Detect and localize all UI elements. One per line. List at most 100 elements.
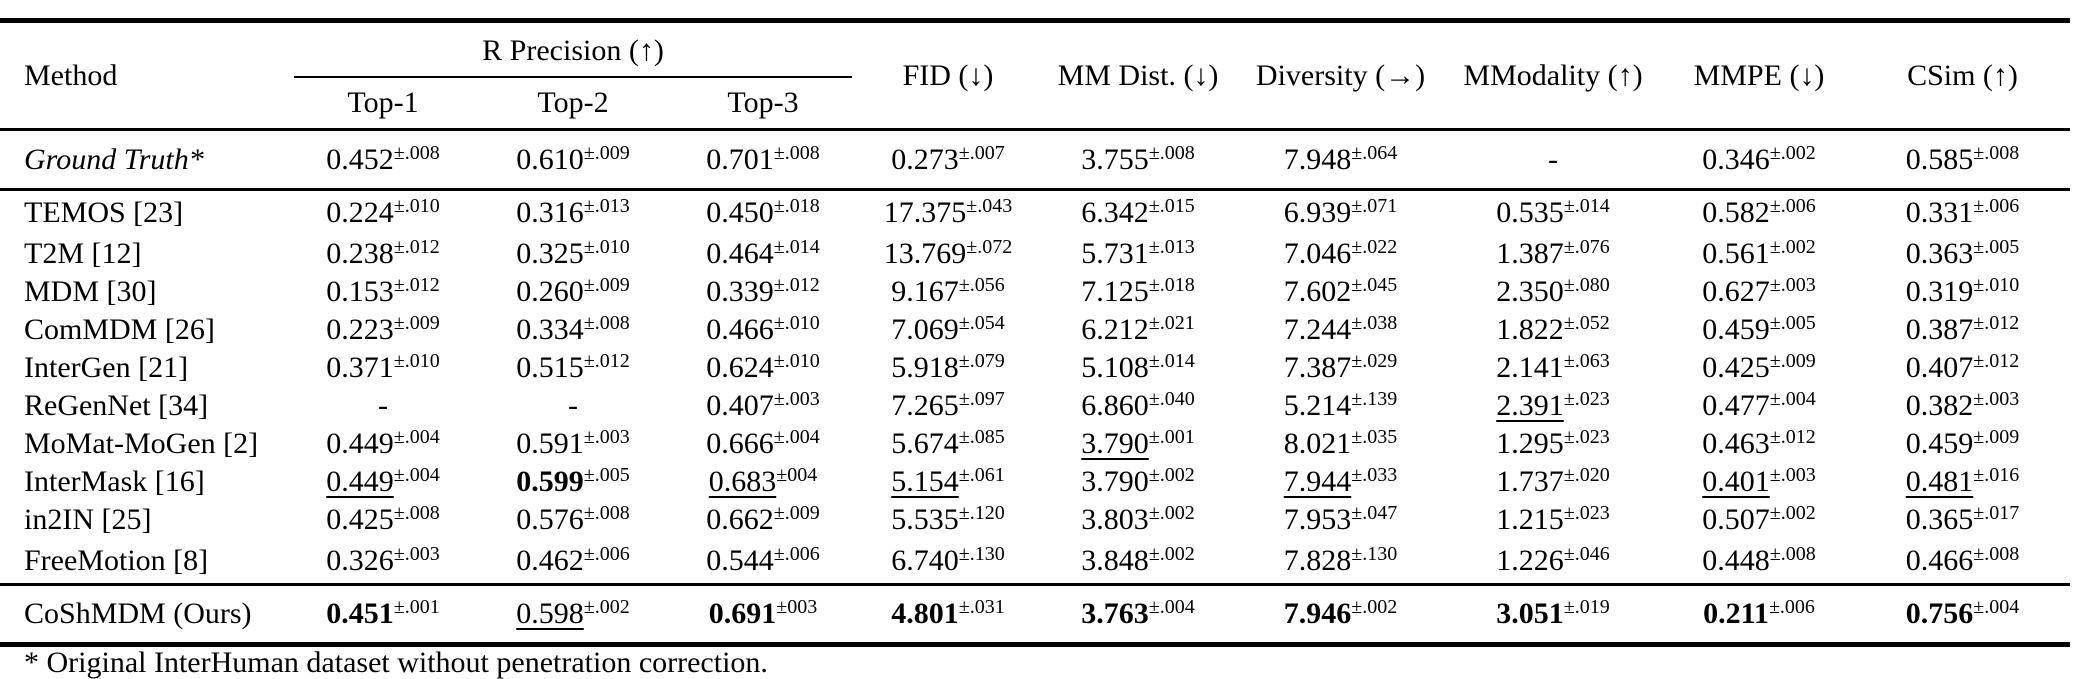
std-deviation: ±.002 — [1148, 543, 1195, 565]
metric-value: 0.211 — [1703, 597, 1769, 630]
std-deviation: ±.130 — [1351, 543, 1398, 565]
value-cell: 0.387±.012 — [1855, 311, 2070, 349]
value-cell: 5.674±.085 — [858, 425, 1038, 463]
header-row-2: Top-1 Top-2 Top-3 — [0, 78, 2070, 130]
value-cell: - — [1443, 128, 1663, 190]
metric-value: 5.214 — [1283, 389, 1352, 422]
value-cell: 0.365±.017 — [1855, 501, 2070, 539]
metric-value: 0.466 — [1905, 544, 1974, 577]
header-mmodality: MModality (↑) — [1443, 18, 1663, 130]
std-deviation: ±.006 — [1769, 195, 1816, 217]
value-cell: 7.602±.045 — [1238, 273, 1443, 311]
std-deviation: ±.012 — [583, 350, 630, 372]
metric-value: 0.582 — [1702, 196, 1770, 229]
std-deviation: ±.012 — [393, 236, 440, 258]
std-deviation: ±.023 — [1563, 388, 1610, 410]
metric-value: 3.803 — [1081, 503, 1149, 536]
std-deviation: ±.002 — [1769, 236, 1816, 258]
method-name: InterMask [16] — [24, 465, 205, 498]
metric-value: 0.339 — [706, 275, 774, 308]
method-name: FreeMotion [8] — [24, 544, 209, 577]
std-deviation: ±.061 — [958, 464, 1005, 486]
value-cell: - — [478, 387, 668, 425]
metric-value: 0.382 — [1905, 389, 1974, 422]
value-cell: 3.763±.004 — [1038, 583, 1238, 647]
std-deviation: ±.007 — [958, 141, 1005, 164]
table-row: in2IN [25] 0.425±.008 0.576±.008 0.662±.009… — [0, 501, 2070, 539]
std-deviation: ±.047 — [1351, 502, 1398, 524]
method-cell: T2M [12] — [0, 235, 288, 273]
metric-value: 7.602 — [1283, 275, 1352, 308]
header-method: Method — [0, 18, 288, 130]
std-deviation: ±.008 — [1148, 141, 1195, 164]
std-deviation: ±.003 — [1769, 464, 1816, 486]
metric-value: 5.918 — [891, 351, 959, 384]
metric-value: 0.363 — [1905, 237, 1974, 270]
method-name: CoShMDM (Ours) — [24, 597, 252, 630]
method-name: ReGenNet [34] — [24, 389, 209, 422]
method-cell: CoShMDM (Ours) — [0, 583, 288, 647]
metric-value: 1.215 — [1496, 503, 1564, 536]
metric-value: 7.244 — [1283, 313, 1352, 346]
metric-value: 5.154 — [891, 465, 959, 498]
std-deviation: ±.008 — [1769, 543, 1816, 565]
std-deviation: ±.002 — [1148, 502, 1195, 524]
std-deviation: ±.021 — [1148, 312, 1195, 334]
metric-value: 3.848 — [1081, 544, 1149, 577]
value-cell: 7.387±.029 — [1238, 349, 1443, 387]
metric-value: 6.342 — [1081, 196, 1149, 229]
table-row: Ground Truth* 0.452±.008 0.610±.009 0.701±.… — [0, 128, 2070, 190]
method-name: in2IN [25] — [24, 503, 152, 536]
std-deviation: ±.033 — [1351, 464, 1398, 486]
value-cell: 2.391±.023 — [1443, 387, 1663, 425]
value-cell: 2.350±.080 — [1443, 273, 1663, 311]
value-cell: 0.316±.013 — [478, 188, 668, 235]
value-cell: 7.953±.047 — [1238, 501, 1443, 539]
value-cell: 7.046±.022 — [1238, 235, 1443, 273]
value-cell: 4.801±.031 — [858, 583, 1038, 647]
metric-value: 0.464 — [706, 237, 774, 270]
value-cell: 0.371±.010 — [288, 349, 478, 387]
std-deviation: ±.029 — [1351, 350, 1398, 372]
value-cell: 0.691±003 — [668, 583, 858, 647]
metric-value: 7.387 — [1283, 351, 1352, 384]
metric-value: 3.790 — [1081, 427, 1149, 460]
metric-value: 0.481 — [1905, 465, 1974, 498]
table-row: MoMat-MoGen [2] 0.449±.004 0.591±.003 0.666… — [0, 425, 2070, 463]
metric-value: 6.860 — [1081, 389, 1149, 422]
value-cell: 5.731±.013 — [1038, 235, 1238, 273]
header-mmpe: MMPE (↓) — [1663, 18, 1855, 130]
std-deviation: ±.120 — [958, 502, 1005, 524]
value-cell: 0.598±.002 — [478, 583, 668, 647]
std-deviation: ±.010 — [773, 312, 820, 334]
metric-value: 0.463 — [1702, 427, 1770, 460]
std-deviation: ±.010 — [393, 195, 440, 217]
std-deviation: ±.010 — [1973, 274, 2020, 296]
value-cell: 7.948±.064 — [1238, 128, 1443, 190]
value-cell: 17.375±.043 — [858, 188, 1038, 235]
header-row-1: Method R Precision (↑) FID (↓) MM Dist. … — [0, 18, 2070, 130]
footnote: * Original InterHuman dataset without pe… — [24, 646, 768, 679]
value-cell: 0.544±.006 — [668, 539, 858, 585]
value-cell: 3.848±.002 — [1038, 539, 1238, 585]
std-deviation: ±.009 — [1769, 350, 1816, 372]
value-cell: 3.051±.019 — [1443, 583, 1663, 647]
std-deviation: ±.012 — [1973, 312, 2020, 334]
metric-value: 9.167 — [891, 275, 959, 308]
value-cell: 0.462±.006 — [478, 539, 668, 585]
std-deviation: ±.064 — [1351, 141, 1398, 164]
metric-value: 7.946 — [1283, 597, 1352, 630]
metric-value: - — [378, 389, 388, 422]
std-deviation: ±.002 — [1148, 464, 1195, 486]
value-cell: 0.346±.002 — [1663, 128, 1855, 190]
metric-value: 0.325 — [516, 237, 584, 270]
std-deviation: ±.016 — [1973, 464, 2020, 486]
std-deviation: ±.003 — [1973, 388, 2020, 410]
value-cell: 0.449±.004 — [288, 425, 478, 463]
std-deviation: ±.045 — [1351, 274, 1398, 296]
metric-value: 0.448 — [1702, 544, 1770, 577]
std-deviation: ±.003 — [773, 388, 820, 410]
metric-value: 3.790 — [1081, 465, 1149, 498]
std-deviation: ±.006 — [583, 543, 630, 565]
value-cell: 0.326±.003 — [288, 539, 478, 585]
